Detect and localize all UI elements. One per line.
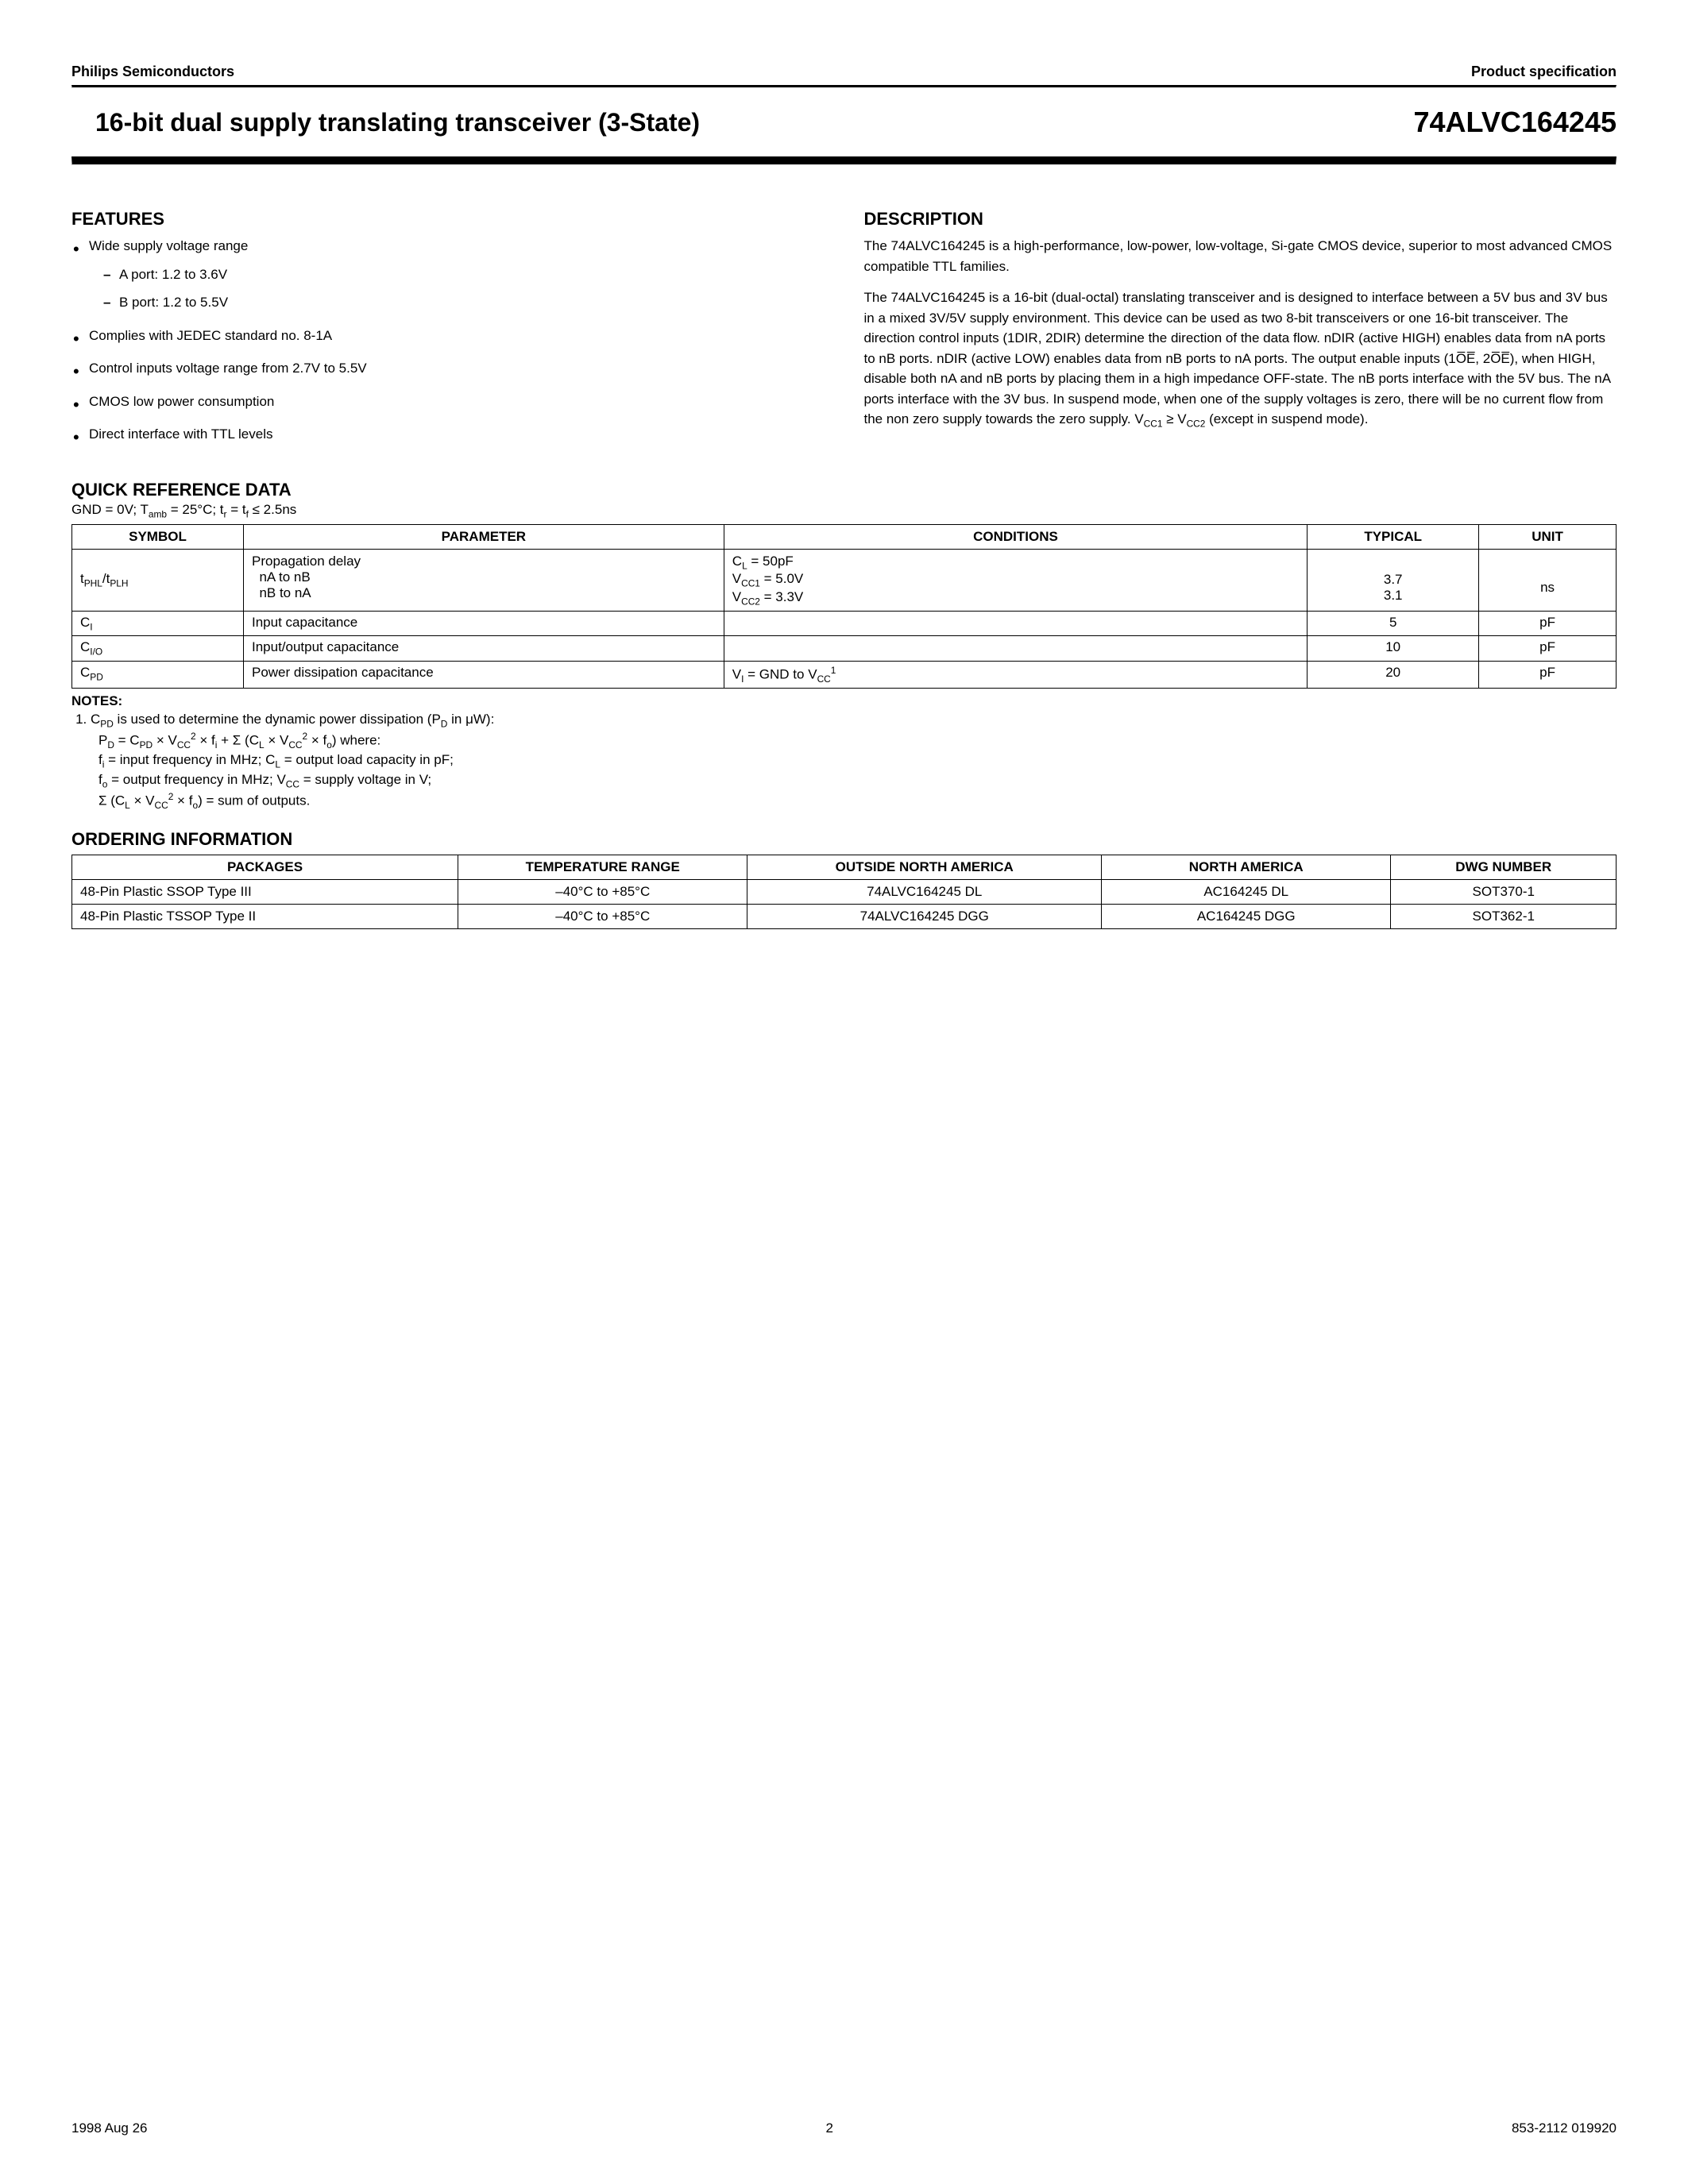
- feature-subitem: A port: 1.2 to 3.6V: [103, 264, 825, 285]
- qref-param-cell: Power dissipation capacitance: [243, 661, 724, 688]
- qref-col-parameter: PARAMETER: [243, 524, 724, 549]
- qref-typ-cell: 3.73.1: [1308, 549, 1479, 611]
- feature-item: CMOS low power consumption: [71, 392, 825, 412]
- ordering-heading: ORDERING INFORMATION: [71, 829, 1617, 850]
- param-text: nB to nA: [259, 585, 311, 600]
- qref-row: tPHL/tPLH Propagation delay nA to nB nB …: [72, 549, 1617, 611]
- feature-text: Wide supply voltage range: [89, 238, 248, 253]
- footer-page: 2: [825, 2120, 832, 2136]
- qref-cond-cell: [724, 636, 1307, 661]
- qref-param-cell: Propagation delay nA to nB nB to nA: [243, 549, 724, 611]
- doc-type: Product specification: [1471, 64, 1617, 80]
- qref-unit-cell: pF: [1479, 612, 1617, 636]
- qref-col-conditions: CONDITIONS: [724, 524, 1307, 549]
- ordering-header-row: PACKAGES TEMPERATURE RANGE OUTSIDE NORTH…: [72, 855, 1617, 880]
- qref-col-symbol: SYMBOL: [72, 524, 244, 549]
- part-number: 74ALVC164245: [1414, 106, 1617, 139]
- param-text: nA to nB: [259, 569, 310, 585]
- title-bar: 16-bit dual supply translating transceiv…: [71, 88, 1617, 156]
- notes-heading: NOTES:: [71, 693, 1617, 709]
- page-footer: 1998 Aug 26 2 853-2112 019920: [71, 2120, 1617, 2136]
- description-p2: The 74ALVC164245 is a 16-bit (dual-octal…: [864, 287, 1617, 431]
- qref-cond-cell: VI = GND to VCC1: [724, 661, 1307, 688]
- description-p1: The 74ALVC164245 is a high-performance, …: [864, 236, 1617, 276]
- qref-unit-cell: ns: [1479, 549, 1617, 611]
- qref-symbol-cell: CPD: [72, 661, 244, 688]
- unit-val: ns: [1540, 580, 1555, 595]
- ord-cell: AC164245 DL: [1101, 880, 1390, 905]
- qref-typ-cell: 10: [1308, 636, 1479, 661]
- footer-doc-id: 853-2112 019920: [1512, 2120, 1617, 2136]
- qref-typ-cell: 20: [1308, 661, 1479, 688]
- notes-body: CPD is used to determine the dynamic pow…: [71, 711, 1617, 812]
- qref-row: CI/O Input/output capacitance 10 pF: [72, 636, 1617, 661]
- qref-header-row: SYMBOL PARAMETER CONDITIONS TYPICAL UNIT: [72, 524, 1617, 549]
- rule-thick: [71, 156, 1617, 165]
- qref-unit-cell: pF: [1479, 661, 1617, 688]
- ordering-table: PACKAGES TEMPERATURE RANGE OUTSIDE NORTH…: [71, 855, 1617, 929]
- note-item: CPD is used to determine the dynamic pow…: [91, 711, 1617, 730]
- ord-cell: 48-Pin Plastic SSOP Type III: [72, 880, 458, 905]
- ord-cell: SOT370-1: [1391, 880, 1617, 905]
- features-list: Wide supply voltage range A port: 1.2 to…: [71, 236, 825, 445]
- qref-col-unit: UNIT: [1479, 524, 1617, 549]
- ord-cell: SOT362-1: [1391, 905, 1617, 929]
- ord-cell: 48-Pin Plastic TSSOP Type II: [72, 905, 458, 929]
- ordering-row: 48-Pin Plastic SSOP Type III –40°C to +8…: [72, 880, 1617, 905]
- param-text: Propagation delay: [252, 554, 361, 569]
- ord-cell: AC164245 DGG: [1101, 905, 1390, 929]
- description-p2-text: The 74ALVC164245 is a 16-bit (dual-octal…: [864, 290, 1611, 426]
- typ-val: 3.7: [1384, 572, 1403, 587]
- doc-title: 16-bit dual supply translating transceiv…: [95, 108, 700, 137]
- features-section: FEATURES Wide supply voltage range A por…: [71, 209, 825, 457]
- qref-typ-cell: 5: [1308, 612, 1479, 636]
- ord-cell: 74ALVC164245 DGG: [747, 905, 1102, 929]
- qref-col-typical: TYPICAL: [1308, 524, 1479, 549]
- ord-cell: 74ALVC164245 DL: [747, 880, 1102, 905]
- ord-col-outside-na: OUTSIDE NORTH AMERICA: [747, 855, 1102, 880]
- company-name: Philips Semiconductors: [71, 64, 234, 80]
- qref-cond-cell: CL = 50pF VCC1 = 5.0V VCC2 = 3.3V: [724, 549, 1307, 611]
- feature-sublist: A port: 1.2 to 3.6V B port: 1.2 to 5.5V: [89, 264, 825, 313]
- ord-cell: –40°C to +85°C: [458, 880, 747, 905]
- note-line: fi = input frequency in MHz; CL = output…: [71, 751, 1617, 770]
- feature-item: Control inputs voltage range from 2.7V t…: [71, 358, 825, 379]
- page-header: Philips Semiconductors Product specifica…: [71, 64, 1617, 80]
- note-line: fo = output frequency in MHz; VCC = supp…: [71, 771, 1617, 790]
- ord-col-north-america: NORTH AMERICA: [1101, 855, 1390, 880]
- content-columns: FEATURES Wide supply voltage range A por…: [71, 209, 1617, 457]
- qref-heading: QUICK REFERENCE DATA: [71, 480, 1617, 500]
- qref-symbol-cell: tPHL/tPLH: [72, 549, 244, 611]
- ord-cell: –40°C to +85°C: [458, 905, 747, 929]
- features-heading: FEATURES: [71, 209, 825, 230]
- description-section: DESCRIPTION The 74ALVC164245 is a high-p…: [864, 209, 1617, 457]
- feature-item: Complies with JEDEC standard no. 8-1A: [71, 326, 825, 346]
- qref-row: CPD Power dissipation capacitance VI = G…: [72, 661, 1617, 688]
- qref-row: CI Input capacitance 5 pF: [72, 612, 1617, 636]
- qref-unit-cell: pF: [1479, 636, 1617, 661]
- ordering-row: 48-Pin Plastic TSSOP Type II –40°C to +8…: [72, 905, 1617, 929]
- qref-symbol-cell: CI: [72, 612, 244, 636]
- ord-col-packages: PACKAGES: [72, 855, 458, 880]
- ord-col-temp: TEMPERATURE RANGE: [458, 855, 747, 880]
- feature-subitem: B port: 1.2 to 5.5V: [103, 292, 825, 313]
- qref-subtitle: GND = 0V; Tamb = 25°C; tr = tf ≤ 2.5ns: [71, 502, 1617, 519]
- ord-col-dwg-number: DWG NUMBER: [1391, 855, 1617, 880]
- feature-item: Wide supply voltage range A port: 1.2 to…: [71, 236, 825, 313]
- qref-table: SYMBOL PARAMETER CONDITIONS TYPICAL UNIT…: [71, 524, 1617, 689]
- feature-item: Direct interface with TTL levels: [71, 424, 825, 445]
- description-heading: DESCRIPTION: [864, 209, 1617, 230]
- qref-param-cell: Input capacitance: [243, 612, 724, 636]
- footer-date: 1998 Aug 26: [71, 2120, 147, 2136]
- note-line: Σ (CL × VCC2 × fo) = sum of outputs.: [71, 790, 1617, 812]
- typ-val: 3.1: [1384, 588, 1403, 603]
- qref-cond-cell: [724, 612, 1307, 636]
- note-line: PD = CPD × VCC2 × fi + Σ (CL × VCC2 × fo…: [71, 730, 1617, 751]
- qref-symbol-cell: CI/O: [72, 636, 244, 661]
- qref-param-cell: Input/output capacitance: [243, 636, 724, 661]
